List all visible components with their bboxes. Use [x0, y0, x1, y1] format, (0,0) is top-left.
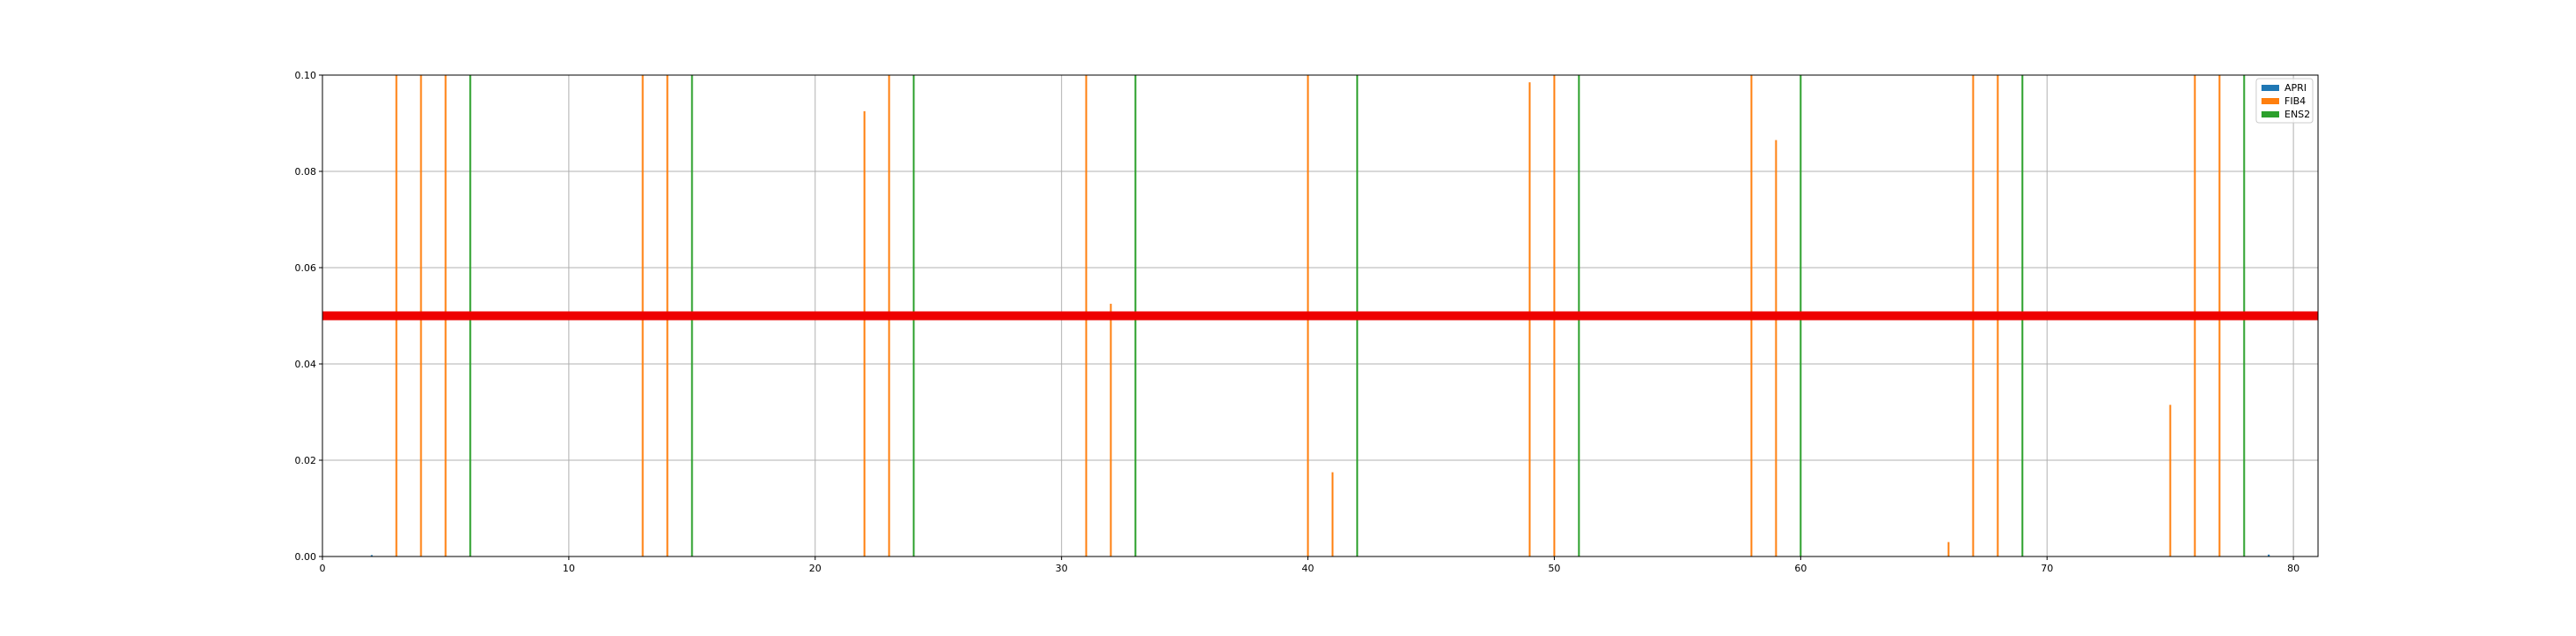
x-tick-label: 60 [1794, 563, 1807, 574]
bar-fib4-14 [1775, 140, 1777, 556]
y-tick-label: 0.04 [295, 359, 317, 370]
y-tick-label: 0.06 [295, 262, 317, 274]
bar-fib4-18 [2169, 405, 2171, 556]
x-tick-label: 70 [2041, 563, 2053, 574]
x-tick-label: 40 [1302, 563, 1315, 574]
legend-swatch-apri [2262, 85, 2279, 91]
y-tick-label: 0.02 [295, 455, 317, 466]
y-tick-label: 0.08 [295, 166, 317, 178]
x-tick-label: 20 [809, 563, 822, 574]
bar-fib4-10 [1331, 472, 1334, 556]
x-tick-label: 80 [2287, 563, 2299, 574]
bar-fib4-8 [1110, 303, 1112, 556]
y-tick-label: 0.10 [295, 70, 317, 81]
bar-fib4-15 [1947, 541, 1950, 556]
x-tick-label: 10 [563, 563, 575, 574]
legend-label-apri: APRI [2284, 82, 2307, 94]
plot-frame [322, 74, 2319, 557]
bar-fib4-5 [863, 110, 866, 556]
x-axis: 0 10 20 30 40 50 60 70 80 [320, 556, 2299, 574]
legend-label-ens2: ENS2 [2284, 109, 2310, 120]
x-tick-label: 50 [1548, 563, 1560, 574]
x-tick-label: 0 [320, 563, 326, 574]
legend-label-fib4: FIB4 [2284, 95, 2306, 107]
legend-swatch-ens2 [2262, 111, 2279, 117]
bar-apri-1 [2268, 554, 2270, 556]
bar-apri-0 [370, 555, 373, 556]
y-tick-label: 0.00 [295, 551, 317, 563]
x-tick-label: 30 [1056, 563, 1068, 574]
legend-swatch-fib4 [2262, 98, 2279, 104]
y-axis: 0.00 0.02 0.04 0.06 0.08 0.10 [295, 70, 322, 563]
